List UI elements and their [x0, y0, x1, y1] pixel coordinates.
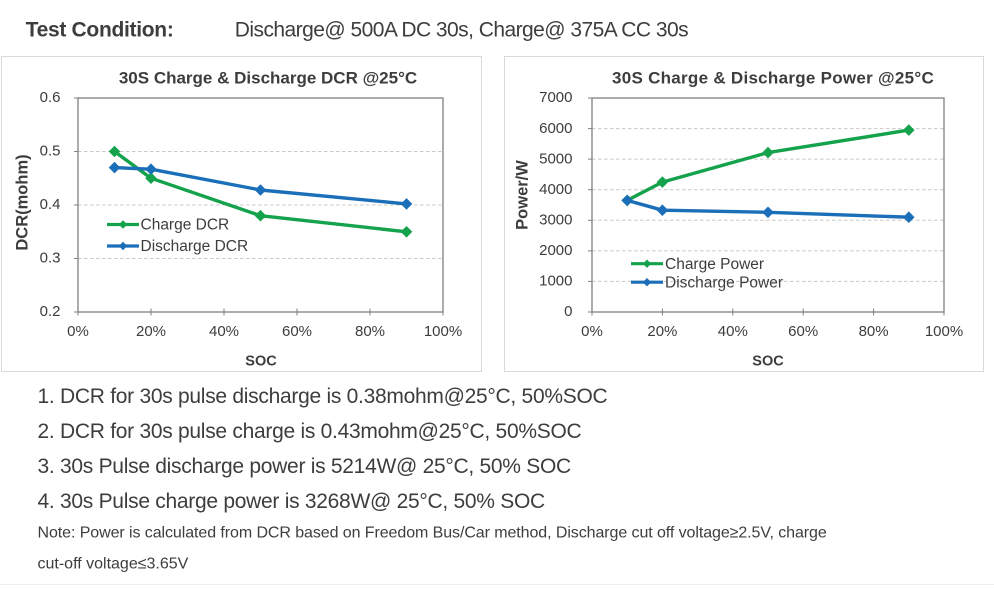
svg-text:Charge Power: Charge Power [665, 256, 764, 273]
svg-text:5000: 5000 [539, 150, 572, 167]
svg-text:2. DCR for 30s pulse charge is: 2. DCR for 30s pulse charge is 0.43mohm@… [38, 420, 582, 443]
svg-text:60%: 60% [282, 323, 312, 340]
svg-text:Charge DCR: Charge DCR [141, 217, 230, 234]
svg-text:SOC: SOC [752, 354, 784, 370]
svg-text:Power/W: Power/W [514, 160, 532, 230]
svg-text:SOC: SOC [245, 354, 277, 370]
svg-text:Discharge DCR: Discharge DCR [141, 238, 249, 255]
svg-text:30S Charge & Discharge DCR @25: 30S Charge & Discharge DCR @25°C [119, 69, 417, 88]
svg-text:7000: 7000 [539, 89, 572, 106]
svg-text:80%: 80% [355, 323, 385, 340]
svg-text:4. 30s Pulse charge power is 3: 4. 30s Pulse charge power is 3268W@ 25°C… [38, 490, 546, 513]
svg-text:3. 30s Pulse discharge power i: 3. 30s Pulse discharge power is 5214W@ 2… [38, 455, 572, 478]
svg-text:20%: 20% [136, 323, 166, 340]
svg-text:100%: 100% [424, 323, 462, 340]
svg-text:40%: 40% [718, 323, 748, 340]
svg-text:DCR(mohm): DCR(mohm) [14, 154, 32, 250]
svg-text:3000: 3000 [539, 212, 572, 229]
svg-text:Discharge Power: Discharge Power [665, 274, 783, 291]
svg-text:Note: Power is calculated from: Note: Power is calculated from DCR based… [38, 525, 827, 542]
svg-text:1. DCR for 30s pulse discharge: 1. DCR for 30s pulse discharge is 0.38mo… [38, 385, 608, 408]
svg-text:80%: 80% [859, 323, 889, 340]
svg-text:0.2: 0.2 [40, 303, 61, 320]
svg-text:0.5: 0.5 [40, 143, 61, 160]
svg-text:0.3: 0.3 [40, 250, 61, 267]
svg-text:0.4: 0.4 [40, 196, 61, 213]
svg-text:30S Charge & Discharge Power @: 30S Charge & Discharge Power @25°C [612, 69, 934, 88]
svg-text:100%: 100% [925, 323, 963, 340]
svg-text:60%: 60% [788, 323, 818, 340]
svg-text:Test Condition:: Test Condition: [26, 19, 174, 42]
svg-text:0%: 0% [581, 323, 603, 340]
svg-text:0.6: 0.6 [40, 89, 61, 106]
svg-text:2000: 2000 [539, 242, 572, 259]
svg-text:6000: 6000 [539, 120, 572, 137]
svg-text:20%: 20% [647, 323, 677, 340]
svg-text:1000: 1000 [539, 273, 572, 290]
svg-text:0: 0 [564, 303, 572, 320]
svg-text:40%: 40% [209, 323, 239, 340]
svg-text:Discharge@ 500A DC 30s, Charge: Discharge@ 500A DC 30s, Charge@ 375A CC … [235, 19, 688, 42]
svg-text:cut-off voltage≤3.65V: cut-off voltage≤3.65V [38, 556, 189, 573]
svg-text:0%: 0% [67, 323, 89, 340]
svg-text:4000: 4000 [539, 181, 572, 198]
